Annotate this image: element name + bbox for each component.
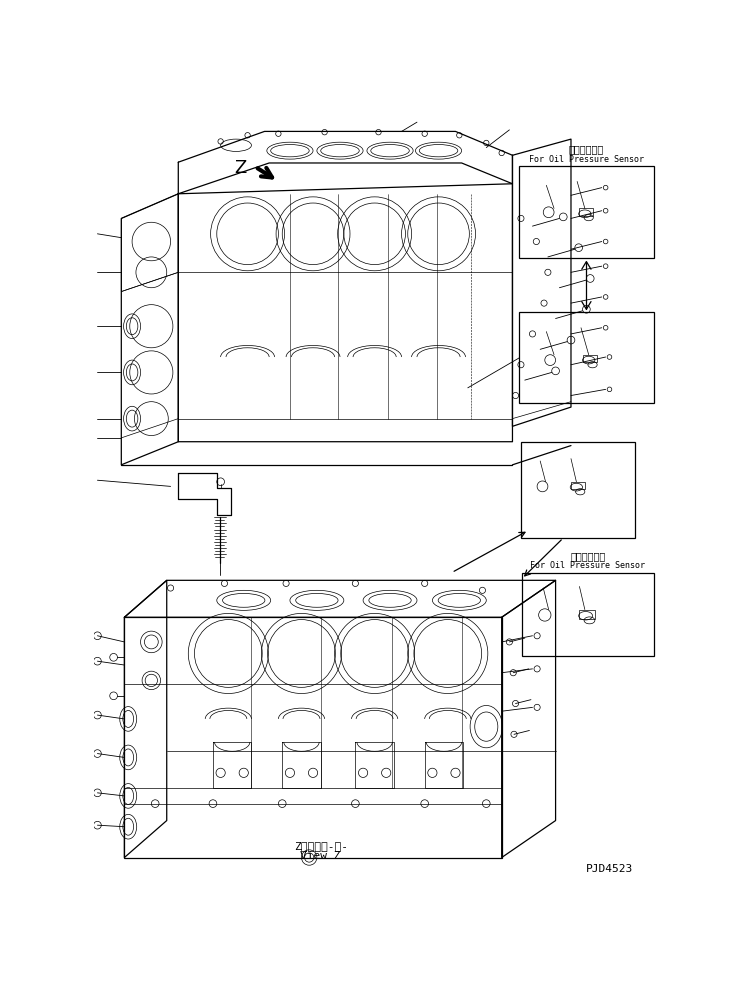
Bar xyxy=(520,166,654,258)
Text: For Oil Pressure Sensor: For Oil Pressure Sensor xyxy=(529,155,644,164)
Bar xyxy=(522,573,654,656)
Bar xyxy=(584,355,597,363)
Bar xyxy=(520,313,654,403)
Text: Z　視　　-・-: Z 視 -・- xyxy=(294,841,348,851)
Bar xyxy=(571,482,585,489)
Text: 油圧センサ用: 油圧センサ用 xyxy=(570,550,606,561)
Bar xyxy=(521,442,635,538)
Text: 油圧センサ用: 油圧センサ用 xyxy=(569,144,604,154)
Text: For Oil Pressure Sensor: For Oil Pressure Sensor xyxy=(531,561,645,570)
Text: Z: Z xyxy=(233,160,246,177)
Bar xyxy=(124,617,501,858)
Bar xyxy=(579,609,595,619)
Bar xyxy=(579,208,593,216)
Text: View Z: View Z xyxy=(300,851,341,861)
Text: PJD4523: PJD4523 xyxy=(586,864,633,874)
